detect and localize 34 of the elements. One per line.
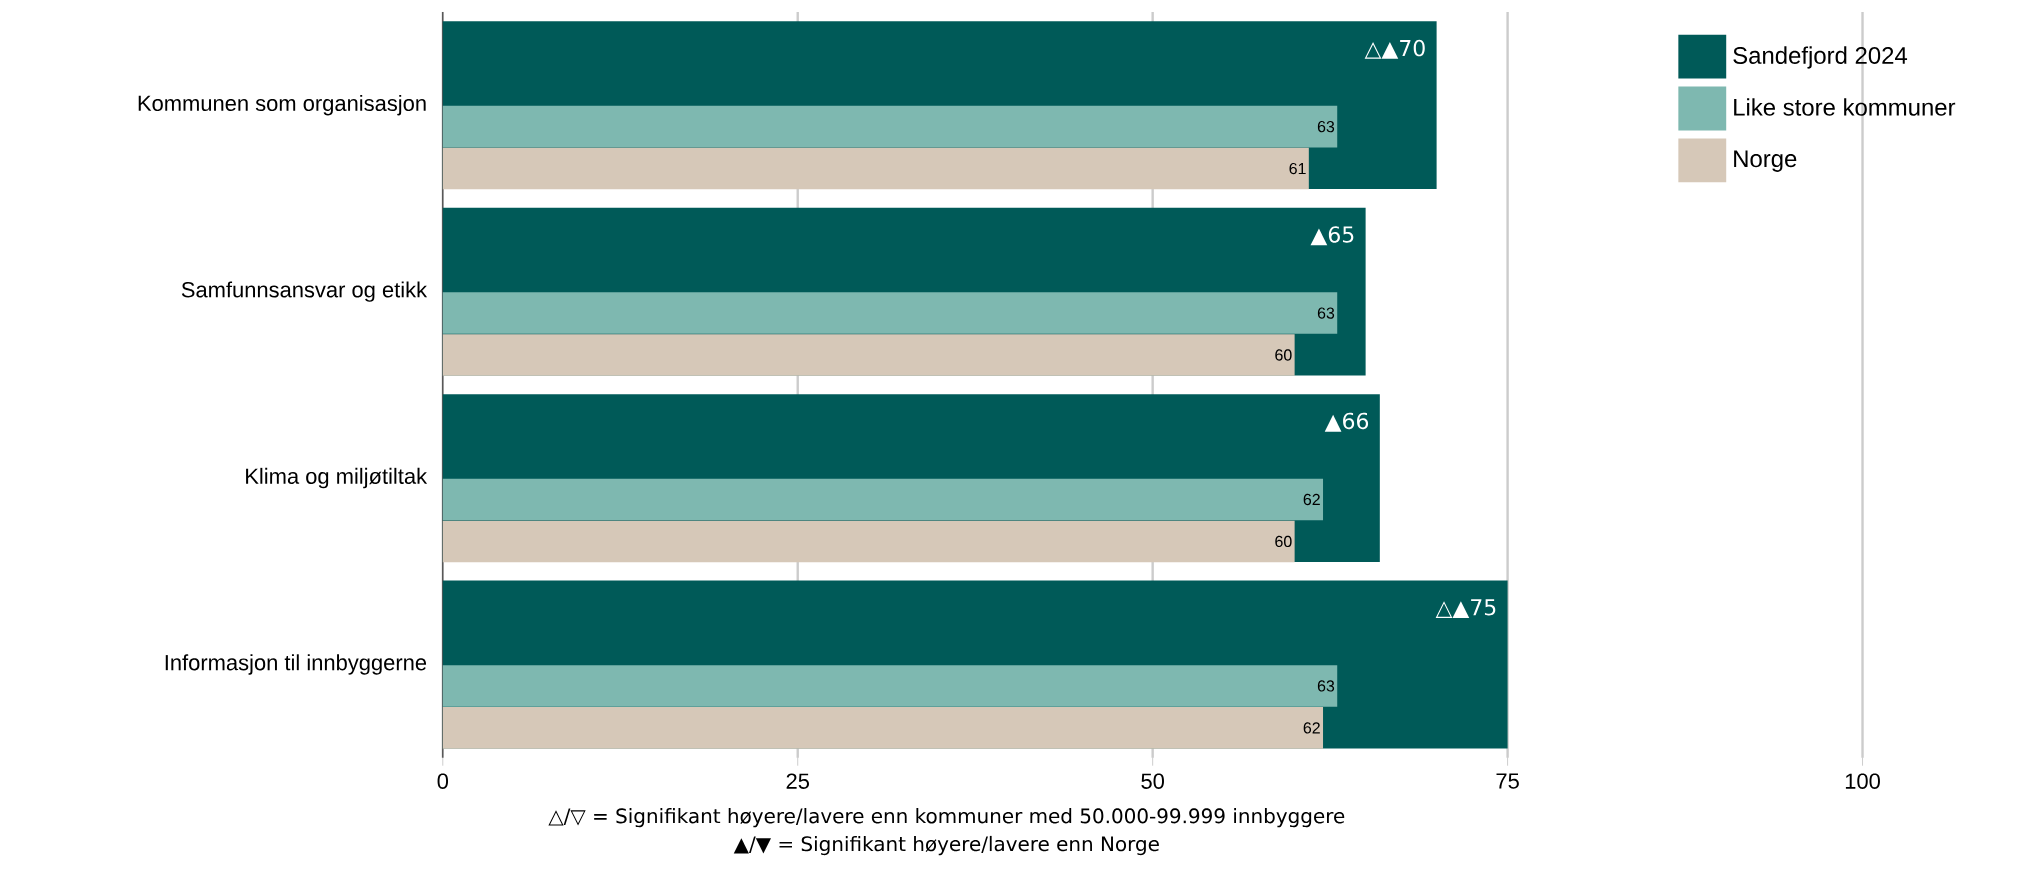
bar bbox=[442, 664, 1338, 707]
data-label: 63 bbox=[1317, 120, 1335, 133]
data-label: 61 bbox=[1289, 162, 1306, 175]
legend-label: Sandefjord 2024 bbox=[1733, 46, 1908, 69]
bar bbox=[442, 706, 1324, 749]
data-label: ▲65 bbox=[1310, 226, 1354, 246]
data-label: △▲75 bbox=[1435, 599, 1496, 618]
text: △/▽ = Signifikant høyere/lavere enn kommuner med 50.000-99.999 innbyggere bbox=[548, 807, 1345, 828]
x-tick-label: 25 bbox=[786, 773, 809, 789]
bar bbox=[442, 334, 1295, 376]
x-tick-label: 0 bbox=[437, 773, 449, 789]
bar bbox=[442, 147, 1309, 190]
legend-label: Norge bbox=[1734, 150, 1797, 172]
x-tick-label: 100 bbox=[1845, 773, 1880, 789]
data-label: 62 bbox=[1303, 493, 1320, 505]
bar bbox=[442, 105, 1338, 148]
text: ▲/▼ = Signifikant høyere/lavere enn Norge bbox=[733, 835, 1159, 856]
data-label: 63 bbox=[1317, 307, 1335, 319]
data-label: 60 bbox=[1275, 535, 1292, 547]
x-tick-label: 75 bbox=[1496, 773, 1519, 789]
bar bbox=[442, 520, 1295, 563]
data-label: 62 bbox=[1303, 722, 1320, 734]
bar bbox=[442, 478, 1324, 521]
data-label: △▲70 bbox=[1364, 39, 1425, 59]
y-tick-label: Kommunen som organisasjon bbox=[138, 94, 426, 116]
bar bbox=[442, 292, 1338, 334]
y-tick-label: Samfunnsansvar og etikk bbox=[181, 281, 428, 302]
data-label: ▲66 bbox=[1324, 412, 1369, 432]
legend-label: Like store kommuner bbox=[1734, 98, 1956, 116]
data-label: 63 bbox=[1317, 680, 1335, 692]
y-tick-label: Klima og miljøtiltak bbox=[246, 467, 428, 489]
y-tick-label: Informasjon til innbyggerne bbox=[165, 654, 427, 675]
x-tick-label: 50 bbox=[1141, 773, 1164, 789]
data-label: 60 bbox=[1275, 349, 1292, 361]
